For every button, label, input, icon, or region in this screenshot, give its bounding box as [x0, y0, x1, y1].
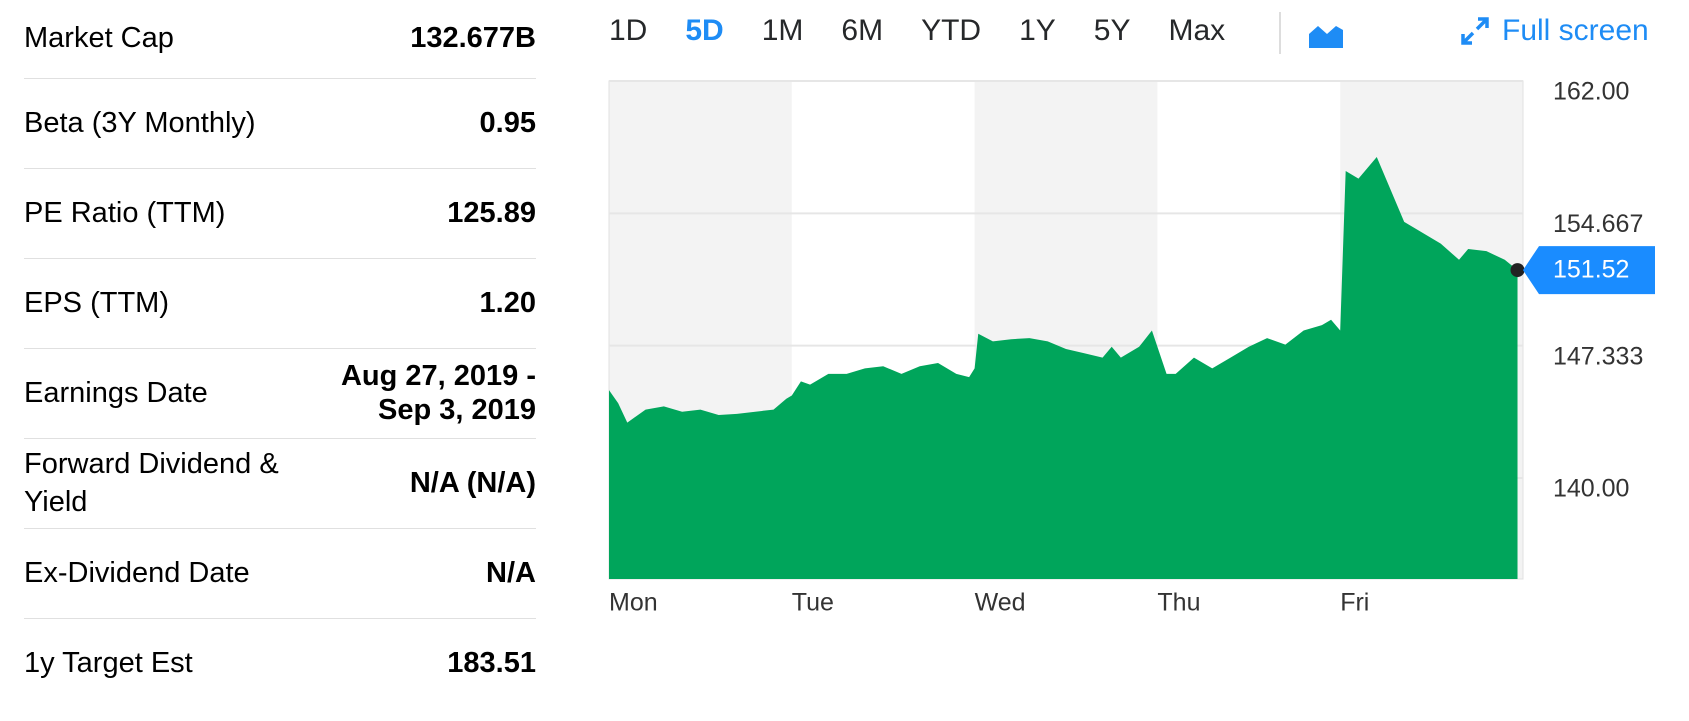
- last-price-tag: [1523, 246, 1655, 295]
- stat-value: 1.20: [479, 286, 536, 319]
- y-tick-label: 147.333: [1553, 342, 1643, 370]
- stat-value: 132.677B: [410, 22, 536, 55]
- range-button[interactable]: Max: [1168, 14, 1226, 47]
- full-screen-button[interactable]: Full screen: [1460, 14, 1649, 48]
- range-button[interactable]: 1M: [761, 14, 804, 47]
- price-area: [609, 156, 1518, 579]
- stats-row: Forward Dividend & Yield N/A (N/A): [24, 439, 536, 529]
- y-tick-label: 154.667: [1553, 210, 1643, 238]
- stats-row: Market Cap 132.677B: [24, 0, 536, 79]
- stat-label: Beta (3Y Monthly): [24, 106, 256, 139]
- range-toolbar: 1D 5D 1M 6M YTD 1Y 5Y Max: [609, 14, 1263, 48]
- range-button[interactable]: YTD: [921, 14, 982, 47]
- x-tick-label: Wed: [975, 589, 1026, 617]
- x-tick-label: Mon: [609, 589, 658, 617]
- stat-label: Forward Dividend & Yield: [24, 447, 279, 518]
- stat-label: Ex-Dividend Date: [24, 556, 250, 589]
- stat-value: N/A (N/A): [409, 466, 536, 499]
- stat-label: Earnings Date: [24, 376, 208, 409]
- stats-row: Earnings Date Aug 27, 2019 - Sep 3, 2019: [24, 349, 536, 439]
- full-screen-label: Full screen: [1502, 14, 1649, 47]
- range-button[interactable]: 6M: [841, 14, 884, 47]
- x-tick-label: Thu: [1157, 589, 1200, 617]
- stat-value: Aug 27, 2019 - Sep 3, 2019: [340, 360, 536, 426]
- stat-label: Market Cap: [24, 22, 174, 55]
- stats-row: EPS (TTM) 1.20: [24, 259, 536, 349]
- stat-label: EPS (TTM): [24, 286, 169, 319]
- stats-table: Market Cap 132.677B Beta (3Y Monthly) 0.95 P…: [24, 0, 536, 709]
- stats-row: 1y Target Est 183.51: [24, 619, 536, 709]
- y-tick-label: 162.00: [1553, 78, 1629, 106]
- expand-icon: [1461, 17, 1489, 45]
- x-tick-label: Tue: [792, 589, 834, 617]
- stats-row: PE Ratio (TTM) 125.89: [24, 169, 536, 259]
- range-button[interactable]: 1Y: [1019, 14, 1056, 47]
- range-button[interactable]: 5Y: [1093, 14, 1131, 47]
- range-button[interactable]: 1D: [609, 14, 648, 47]
- stat-label: PE Ratio (TTM): [24, 196, 226, 229]
- stat-value: 125.89: [447, 196, 536, 229]
- stat-value: 0.95: [479, 106, 536, 139]
- x-tick-label: Fri: [1340, 589, 1369, 617]
- last-price-label: 151.52: [1553, 256, 1629, 284]
- stats-row: Ex-Dividend Date N/A: [24, 529, 536, 619]
- stat-value: 183.51: [447, 647, 536, 680]
- stats-row: Beta (3Y Monthly) 0.95: [24, 79, 536, 169]
- stat-value: N/A: [486, 556, 536, 589]
- range-button[interactable]: 5D: [685, 14, 724, 47]
- stat-label: 1y Target Est: [24, 647, 193, 680]
- chart-type-icon[interactable]: [1309, 26, 1343, 48]
- last-price-dot: [1510, 263, 1525, 278]
- y-tick-label: 140.00: [1553, 475, 1629, 503]
